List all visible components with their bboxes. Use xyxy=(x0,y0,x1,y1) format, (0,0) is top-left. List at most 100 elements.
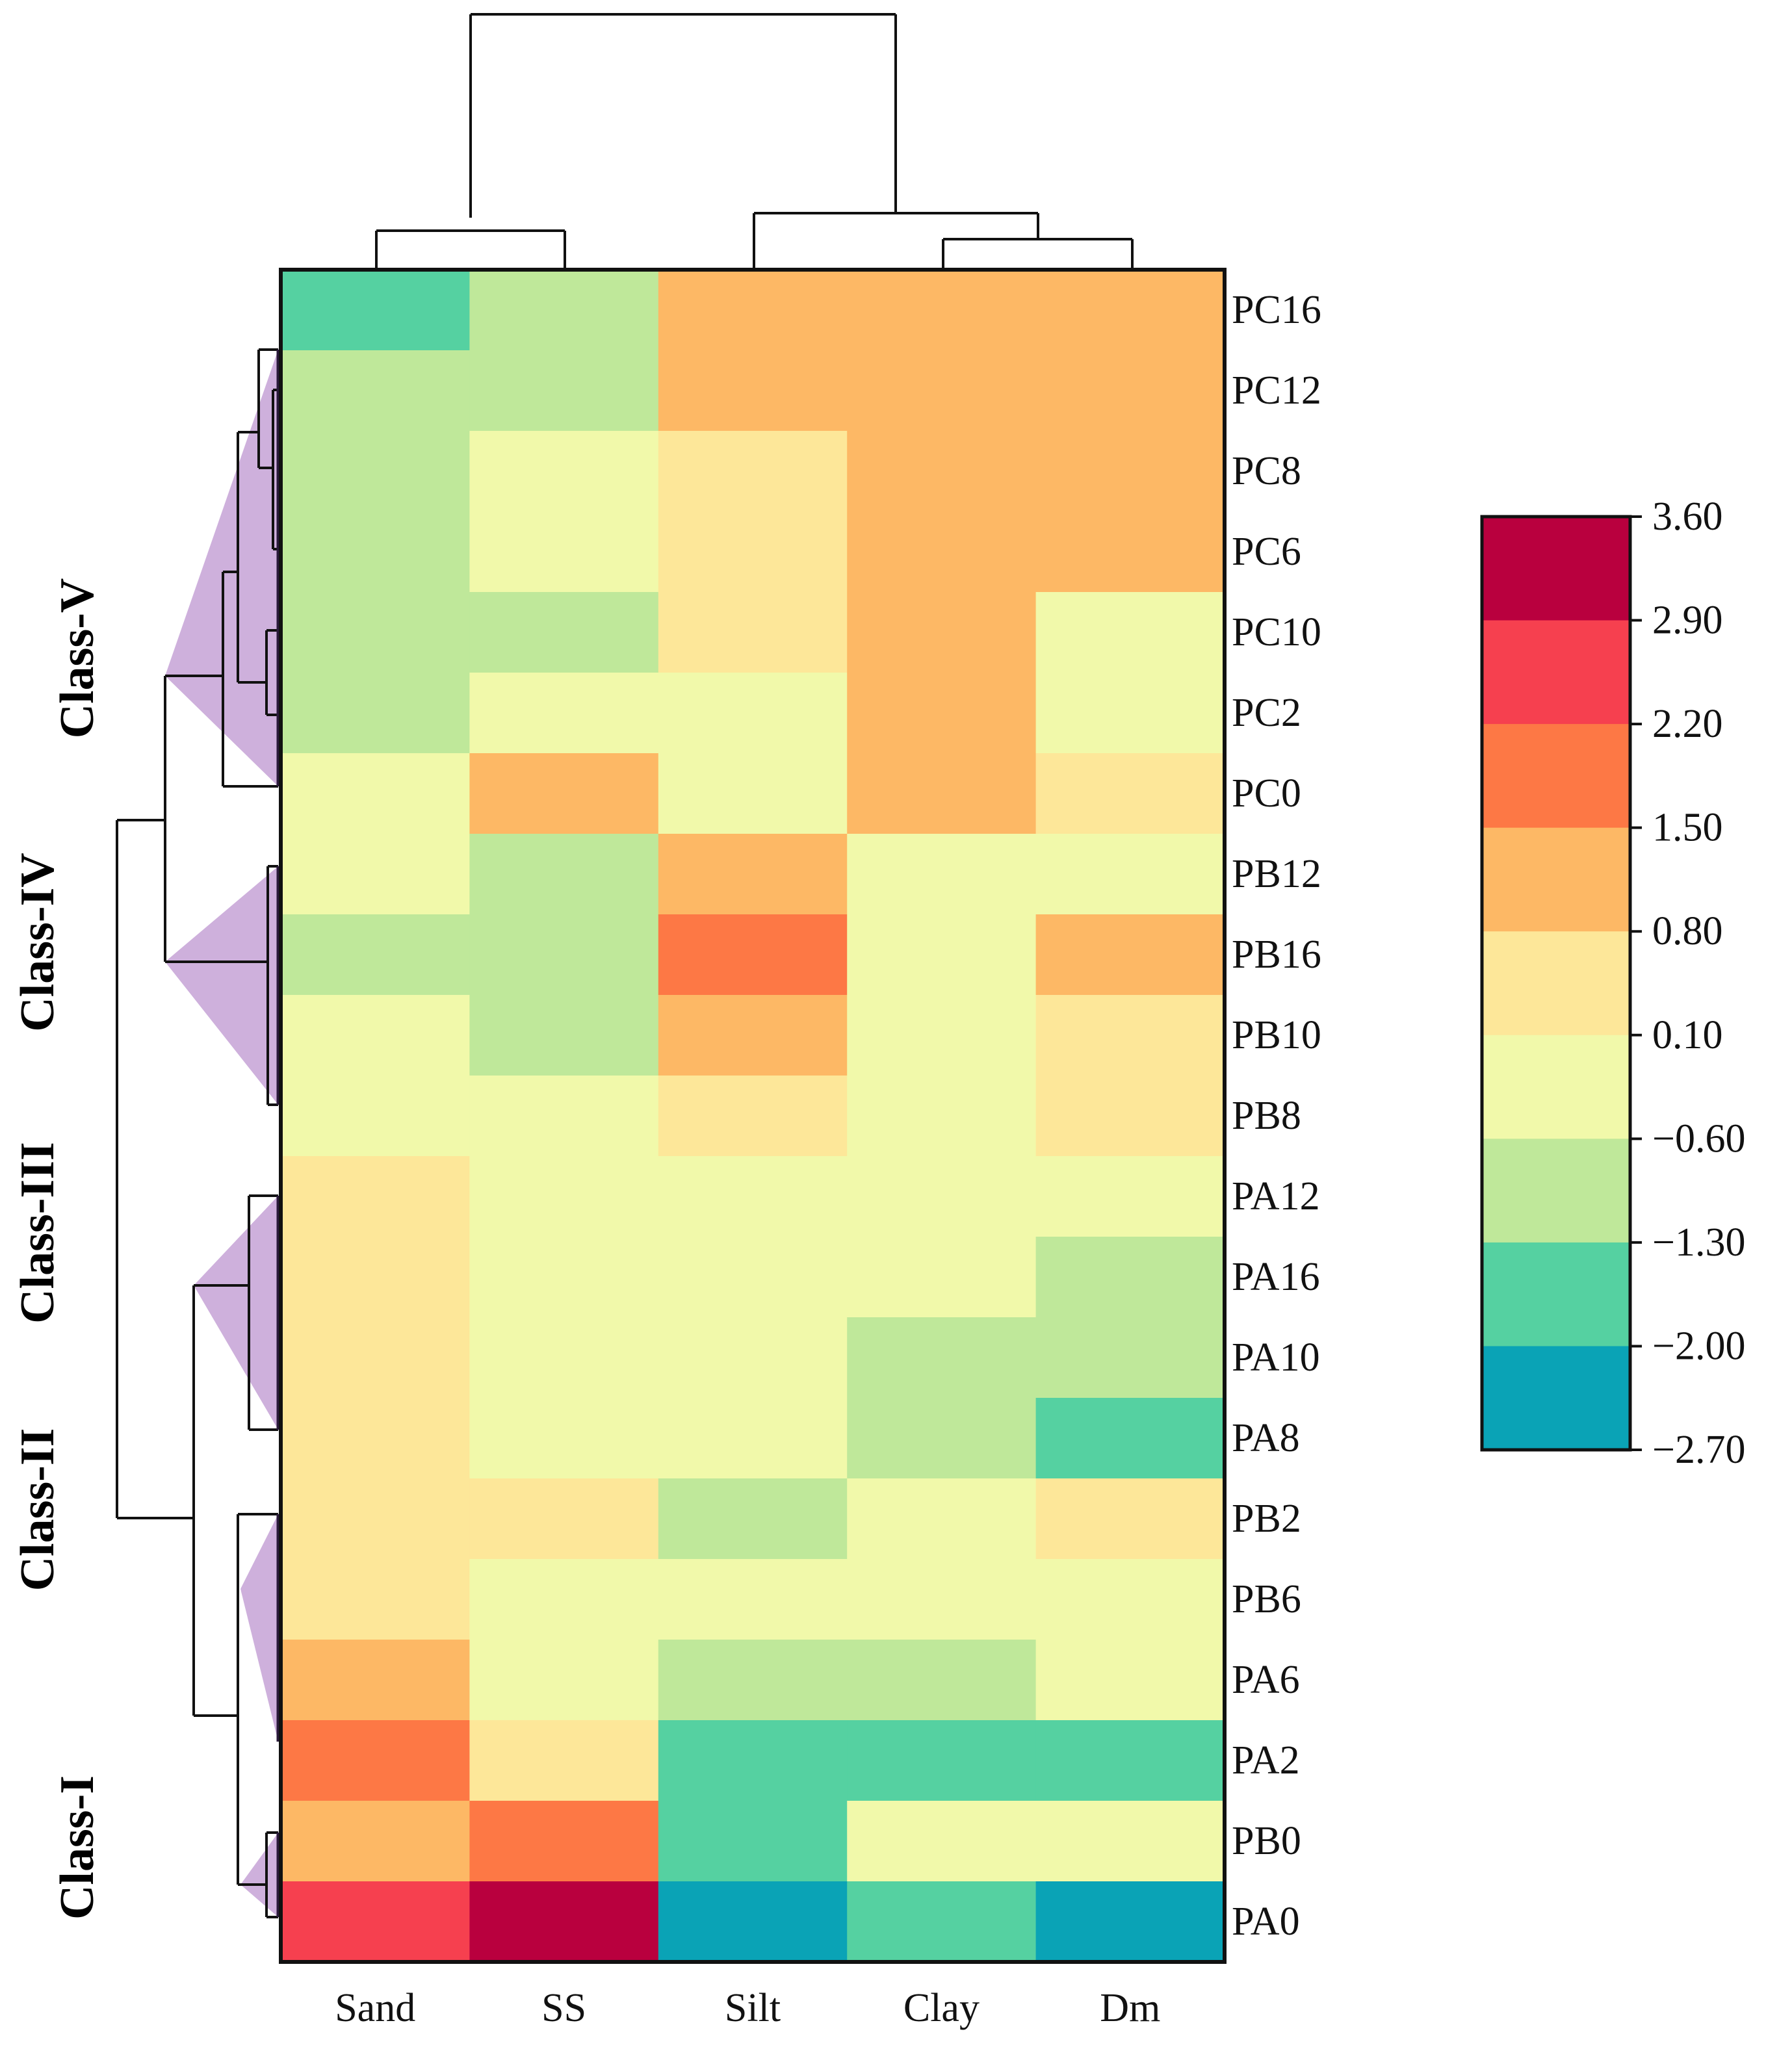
cluster-label: Class-I xyxy=(51,1775,104,1920)
row-label: PC16 xyxy=(1232,288,1321,332)
heatmap-cell xyxy=(469,1156,659,1237)
heatmap-cell xyxy=(658,1156,848,1237)
heatmap-cell xyxy=(658,673,848,754)
colorbar-bin xyxy=(1482,724,1630,829)
heatmap-cell xyxy=(1035,1398,1225,1479)
heatmap-cell xyxy=(469,1237,659,1318)
heatmap-cell xyxy=(1035,592,1225,673)
heatmap-cell xyxy=(658,1881,848,1963)
heatmap-cell xyxy=(281,1640,470,1721)
cluster-shape-class-i xyxy=(240,1833,278,1917)
heatmap-cell xyxy=(1035,834,1225,915)
heatmap-cell xyxy=(658,1559,848,1640)
heatmap-cell xyxy=(1035,1237,1225,1318)
row-dendrogram xyxy=(116,348,278,1918)
heatmap-cell xyxy=(281,1801,470,1882)
heatmap-cell xyxy=(469,995,659,1076)
colorbar-bin xyxy=(1482,1242,1630,1347)
heatmap-cell xyxy=(469,1076,659,1157)
heatmap-cell xyxy=(847,1478,1037,1560)
heatmap-cell xyxy=(658,1801,848,1882)
heatmap-cell xyxy=(469,673,659,754)
colorbar-bin xyxy=(1482,1346,1630,1450)
heatmap-cell xyxy=(847,995,1037,1076)
heatmap-cell xyxy=(281,350,470,432)
heatmap-cell xyxy=(658,914,848,996)
heatmap-cell xyxy=(847,592,1037,673)
heatmap-cell xyxy=(281,1237,470,1318)
heatmap-cell xyxy=(658,753,848,834)
heatmap-cell xyxy=(847,1640,1037,1721)
heatmap-cell xyxy=(281,995,470,1076)
row-label: PB0 xyxy=(1232,1819,1301,1863)
heatmap-cell xyxy=(1035,1317,1225,1398)
heatmap-cell xyxy=(847,1237,1037,1318)
heatmap-cell xyxy=(1035,1881,1225,1963)
heatmap-cell xyxy=(281,1076,470,1157)
colorbar-frame xyxy=(1480,515,1632,1452)
heatmap-cell xyxy=(658,1640,848,1721)
heatmap-cells xyxy=(281,270,1225,1963)
colorbar-tick-label: 2.20 xyxy=(1652,702,1723,746)
cluster-label: Class-V xyxy=(51,578,104,739)
row-label: PB6 xyxy=(1232,1577,1301,1621)
heatmap-cell xyxy=(658,834,848,915)
colorbar: 3.60 2.90 2.20 1.50 0.80 0.10 −0.60 −1.30 −2.00 −… xyxy=(1480,495,1745,1472)
row-label: PA6 xyxy=(1232,1658,1300,1702)
heatmap-cell xyxy=(658,350,848,432)
heatmap-cell xyxy=(469,1720,659,1801)
heatmap-cell xyxy=(658,1398,848,1479)
heatmap-cell xyxy=(469,511,659,593)
colorbar-tick-label: 0.10 xyxy=(1652,1013,1723,1057)
heatmap-cell xyxy=(658,1237,848,1318)
heatmap-cell xyxy=(1035,1720,1225,1801)
heatmap-cell xyxy=(469,834,659,915)
heatmap-cell xyxy=(281,1881,470,1963)
heatmap-cell xyxy=(281,270,470,351)
heatmap-cell xyxy=(658,1720,848,1801)
row-label: PC8 xyxy=(1232,449,1301,493)
cluster-shape-class-iv xyxy=(165,866,278,1105)
heatmap-cell xyxy=(469,270,659,351)
heatmap-cell xyxy=(281,1478,470,1560)
heatmap-cell xyxy=(1035,673,1225,754)
heatmap-cell xyxy=(847,1076,1037,1157)
heatmap-cell xyxy=(469,350,659,432)
heatmap-cell xyxy=(469,1478,659,1560)
heatmap-cell xyxy=(1035,511,1225,593)
heatmap-cell xyxy=(658,270,848,351)
heatmap-cell xyxy=(847,673,1037,754)
heatmap-cell xyxy=(847,1720,1037,1801)
column-label: SS xyxy=(541,1986,586,2030)
heatmap-cell xyxy=(658,1478,848,1560)
heatmap-cell xyxy=(847,1559,1037,1640)
heatmap-cell xyxy=(1035,914,1225,996)
heatmap-cell xyxy=(1035,1076,1225,1157)
heatmap-cell xyxy=(1035,270,1225,351)
heatmap-cell xyxy=(281,592,470,673)
row-label: PC0 xyxy=(1232,771,1301,816)
heatmap-cell xyxy=(469,753,659,834)
heatmap-cell xyxy=(281,753,470,834)
heatmap-cell xyxy=(469,1559,659,1640)
row-label: PB12 xyxy=(1232,852,1321,896)
heatmap-cell xyxy=(469,592,659,673)
heatmap-cell xyxy=(469,1640,659,1721)
heatmap-cell xyxy=(847,1317,1037,1398)
row-label: PB10 xyxy=(1232,1013,1321,1057)
column-label: Silt xyxy=(725,1986,781,2030)
heatmap-cell xyxy=(469,1317,659,1398)
colorbar-tick-label: −1.30 xyxy=(1652,1220,1745,1265)
row-label: PA12 xyxy=(1232,1174,1320,1218)
cluster-shape-class-ii xyxy=(240,1514,278,1742)
heatmap-cell xyxy=(1035,995,1225,1076)
heatmap-cell xyxy=(1035,753,1225,834)
heatmap-cell xyxy=(658,1317,848,1398)
heatmap-cell xyxy=(1035,1559,1225,1640)
colorbar-bin xyxy=(1482,1035,1630,1139)
heatmap-cell xyxy=(281,1156,470,1237)
heatmap-cell xyxy=(1035,1640,1225,1721)
column-label: Clay xyxy=(903,1986,980,2030)
heatmap-cell xyxy=(281,914,470,996)
colorbar-bin xyxy=(1482,827,1630,932)
